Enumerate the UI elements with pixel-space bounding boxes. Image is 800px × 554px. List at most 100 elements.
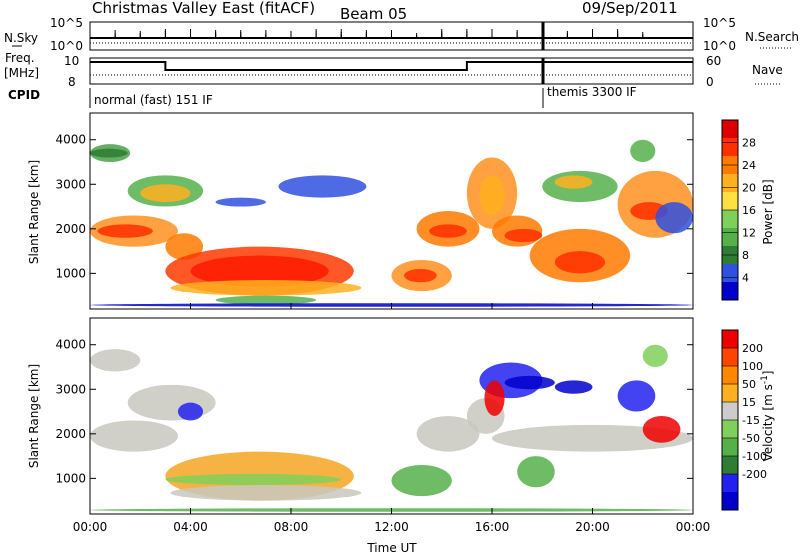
- colorbar-segment: [722, 474, 738, 492]
- power-scatter-region: [170, 280, 362, 296]
- xaxis-label: Time UT: [366, 541, 417, 554]
- power-scatter-region: [630, 139, 656, 162]
- power-scatter-region: [97, 224, 153, 238]
- velocity-scatter-region: [90, 349, 141, 372]
- velocity-scatter-region: [492, 424, 693, 452]
- colorbar-segment: [722, 138, 738, 156]
- ytick-label: 4000: [55, 133, 86, 147]
- colorbar-segment: [722, 282, 738, 300]
- nsky-tick-top: 10^5: [50, 16, 83, 30]
- colorbar-segment: [722, 210, 738, 228]
- velocity-scatter-region: [642, 416, 681, 443]
- cpid-label: CPID: [8, 88, 40, 102]
- power-scatter-region: [90, 148, 128, 158]
- ytick-label: 2000: [55, 222, 86, 236]
- nsearch-tick-top: 10^5: [703, 16, 736, 30]
- colorbar-tick-label: 12: [742, 227, 756, 240]
- cpid-mode-1: normal (fast) 151 IF: [94, 93, 213, 107]
- velocity-scatter-region: [127, 384, 216, 421]
- colorbar-segment: [722, 264, 738, 282]
- power-scatter-region: [278, 175, 367, 198]
- freq-tick-bottom: 8: [68, 75, 76, 89]
- colorbar-tick-label: 200: [742, 342, 763, 355]
- power-scatter-region: [655, 202, 693, 234]
- freq-panel: [89, 22, 694, 85]
- colorbar-segment: [722, 228, 738, 246]
- nsky-panel: [89, 21, 694, 51]
- nave-tick-top: 60: [706, 54, 721, 68]
- date-label: 09/Sep/2011: [582, 0, 678, 17]
- power-scatter-region: [554, 251, 606, 274]
- xtick-label: 04:00: [173, 520, 208, 534]
- nsky-label: N.Sky: [4, 31, 38, 45]
- colorbar-segment: [722, 456, 738, 474]
- power-heatmap-panel: 1000 2000 3000 4000: [55, 112, 694, 310]
- power-colorbar: 4 8 12 16 20 24 28: [721, 119, 756, 301]
- colorbar-segment: [722, 174, 738, 192]
- ytick-label: 1000: [55, 266, 86, 280]
- power-scatter-region: [140, 184, 191, 203]
- velocity-ylabel: Slant Range [km]: [27, 364, 41, 468]
- colorbar-tick-label: 28: [742, 137, 756, 150]
- colorbar-segment: [722, 420, 738, 438]
- power-scatter-region: [215, 295, 317, 305]
- colorbar-tick-label: 8: [742, 249, 749, 262]
- velocity-colorbar-label: Velocity [m s-1]: [760, 371, 775, 462]
- colorbar-tick-label: 4: [742, 272, 749, 285]
- xtick-label: 20:00: [575, 520, 610, 534]
- nave-tick-bottom: 0: [706, 75, 714, 89]
- velocity-scatter-region: [90, 420, 178, 452]
- nsky-tick-bottom: 10^0: [50, 39, 83, 53]
- ytick-label: 2000: [55, 427, 86, 441]
- xtick-label: 12:00: [374, 520, 409, 534]
- ytick-label: 3000: [55, 177, 86, 191]
- velocity-scatter-region: [642, 344, 668, 368]
- colorbar-tick-label: 16: [742, 204, 756, 217]
- colorbar-tick-label: -15: [742, 414, 760, 427]
- colorbar-tick-label: 50: [742, 378, 756, 391]
- colorbar-tick-label: 24: [742, 159, 756, 172]
- freq-label-2: [MHz]: [4, 66, 39, 80]
- power-colorbar-label: Power [dB]: [761, 179, 775, 244]
- velocity-scatter-region: [416, 416, 480, 452]
- velocity-colorbar: 200 100 50 15 -15 -50 -100 -200: [721, 329, 767, 511]
- power-scatter-region: [504, 228, 543, 243]
- freq-label-1: Freq.: [5, 51, 35, 65]
- xtick-label: 08:00: [274, 520, 309, 534]
- colorbar-segment: [722, 438, 738, 456]
- freq-tick-top: 10: [64, 54, 79, 68]
- xtick-label: 16:00: [475, 520, 510, 534]
- velocity-heatmap-panel: 1000 2000 3000 4000 00:00 04:00 08:00 12:00 16:…: [55, 303, 710, 534]
- power-scatter-region: [165, 233, 204, 260]
- power-scatter-region: [479, 175, 505, 216]
- xtick-label: 00:00: [73, 520, 108, 534]
- colorbar-tick-label: 15: [742, 396, 756, 409]
- power-scatter-region: [429, 224, 467, 238]
- nsearch-label: N.Search: [745, 30, 799, 44]
- ytick-label: 4000: [55, 338, 86, 352]
- colorbar-tick-label: 100: [742, 360, 763, 373]
- colorbar-segment: [722, 384, 738, 402]
- colorbar-segment: [722, 348, 738, 366]
- velocity-scatter-region: [177, 402, 204, 421]
- colorbar-segment: [722, 366, 738, 384]
- velocity-scatter-region: [517, 456, 555, 488]
- cpid-mode-2: themis 3300 IF: [547, 85, 637, 99]
- velocity-scatter-region: [170, 485, 362, 501]
- colorbar-segment: [722, 492, 738, 510]
- ytick-label: 3000: [55, 382, 86, 396]
- velocity-scatter-region: [165, 473, 342, 486]
- velocity-scatter-region: [617, 380, 656, 412]
- colorbar-segment: [722, 330, 738, 348]
- beam-label: Beam 05: [340, 5, 407, 23]
- xtick-label: 00:00: [676, 520, 711, 534]
- nave-label: Nave: [752, 63, 783, 77]
- colorbar-tick-label: -50: [742, 432, 760, 445]
- power-scatter-region: [215, 197, 266, 207]
- colorbar-segment: [722, 192, 738, 210]
- velocity-scatter-region: [504, 375, 555, 390]
- power-ylabel: Slant Range [km]: [27, 160, 41, 264]
- nsearch-tick-bottom: 10^0: [703, 39, 736, 53]
- velocity-scatter-region: [484, 380, 505, 416]
